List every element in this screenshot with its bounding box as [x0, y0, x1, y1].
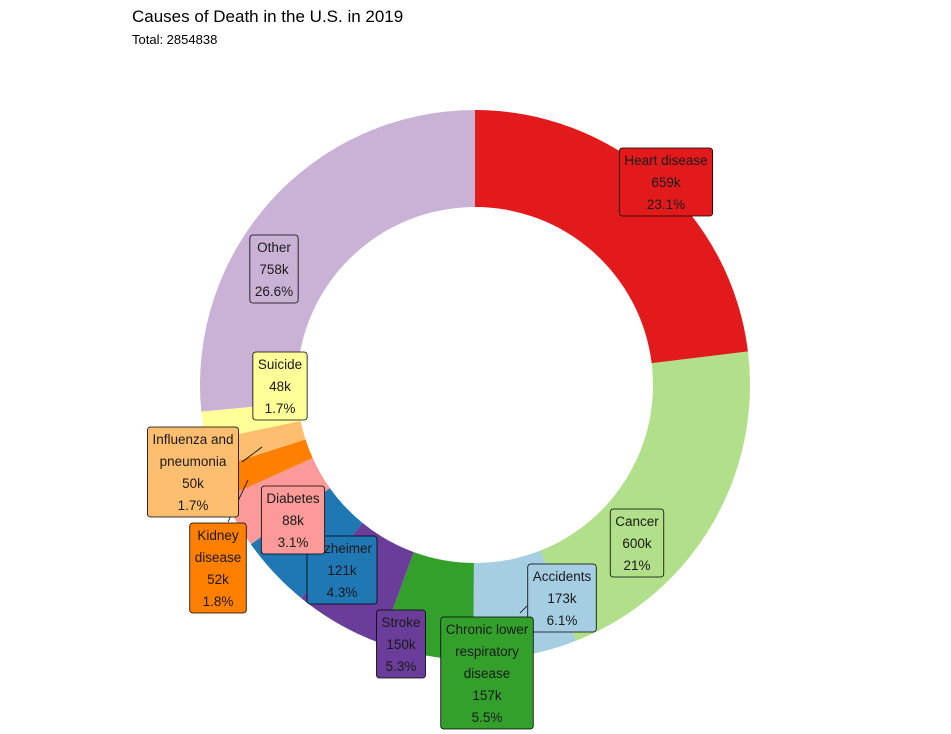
- label-cancer: Cancer 600k 21%: [609, 508, 665, 578]
- label-name: Cancer: [615, 514, 659, 529]
- slice-heart-disease: [475, 110, 748, 364]
- label-name: disease: [464, 666, 511, 681]
- label-value: 121k: [327, 563, 357, 578]
- label-value: 157k: [472, 688, 502, 703]
- label-name: Stroke: [381, 615, 420, 630]
- label-percent: 6.1%: [547, 613, 578, 628]
- label-value: 50k: [182, 476, 204, 491]
- slice-other: [200, 110, 476, 412]
- label-name: Alzheimer: [312, 541, 373, 556]
- label-percent: 4.3%: [327, 585, 358, 600]
- label-box-stroke: [376, 609, 426, 679]
- label-name: Chronic lower: [446, 622, 529, 637]
- label-percent: 1.8%: [203, 594, 234, 609]
- label-name: Heart disease: [624, 153, 707, 168]
- label-value: 659k: [651, 175, 681, 190]
- label-value: 48k: [269, 379, 291, 394]
- label-heart-disease: Heart disease 659k 23.1%: [618, 147, 714, 217]
- label-name: pneumonia: [160, 454, 227, 469]
- label-percent: 5.3%: [386, 659, 417, 674]
- label-value: 150k: [386, 637, 416, 652]
- label-percent: 26.6%: [255, 284, 293, 299]
- label-suicide: Suicide 48k 1.7%: [252, 351, 308, 421]
- label-value: 758k: [259, 262, 289, 277]
- chart-title: Causes of Death in the U.S. in 2019: [132, 7, 404, 26]
- label-percent: 23.1%: [647, 197, 685, 212]
- label-box-chronic-lower-respiratory-disease: [440, 616, 534, 730]
- label-percent: 1.7%: [265, 401, 296, 416]
- label-value: 600k: [622, 536, 652, 551]
- label-box-suicide: [252, 351, 308, 421]
- label-percent: 3.1%: [278, 535, 309, 550]
- label-box-influenza-and-pneumonia: [147, 426, 239, 518]
- label-kidney-disease: Kidney disease 52k 1.8%: [189, 522, 247, 614]
- chart-subtitle: Total: 2854838: [132, 32, 218, 47]
- label-stroke: Stroke 150k 5.3%: [376, 609, 426, 679]
- label-name: Suicide: [258, 357, 302, 372]
- label-influenza-and-pneumonia: Influenza and pneumonia 50k 1.7%: [147, 426, 239, 518]
- label-percent: 5.5%: [472, 710, 503, 725]
- label-name: disease: [195, 550, 242, 565]
- leader-line-accidents: [519, 605, 528, 614]
- label-accidents: Accidents 173k 6.1%: [527, 563, 597, 633]
- label-value: 173k: [547, 591, 577, 606]
- label-chronic-lower-respiratory-disease: Chronic lower respiratory disease 157k 5.5%: [440, 616, 534, 730]
- label-value: 88k: [282, 513, 304, 528]
- label-box-diabetes: [260, 485, 326, 555]
- label-name: Kidney: [197, 528, 239, 543]
- label-name: Accidents: [533, 569, 592, 584]
- slice-labels: Heart disease 659k 23.1% Cancer 600k 21% Accid…: [147, 147, 714, 730]
- label-diabetes: Diabetes 88k 3.1%: [260, 485, 326, 555]
- label-box-heart-disease: [618, 147, 714, 217]
- label-other: Other 758k 26.6%: [249, 234, 299, 304]
- label-box-accidents: [527, 563, 597, 633]
- label-name: Diabetes: [266, 491, 320, 506]
- label-value: 52k: [207, 572, 229, 587]
- label-percent: 1.7%: [178, 498, 209, 513]
- leader-line-influenza-and-pneumonia: [241, 446, 263, 463]
- label-name: Other: [257, 240, 291, 255]
- label-name: respiratory: [455, 644, 519, 659]
- label-box-kidney-disease: [189, 522, 247, 614]
- label-percent: 21%: [623, 558, 650, 573]
- label-box-other: [249, 234, 299, 304]
- label-name: Influenza and: [152, 432, 233, 447]
- label-box-cancer: [609, 508, 665, 578]
